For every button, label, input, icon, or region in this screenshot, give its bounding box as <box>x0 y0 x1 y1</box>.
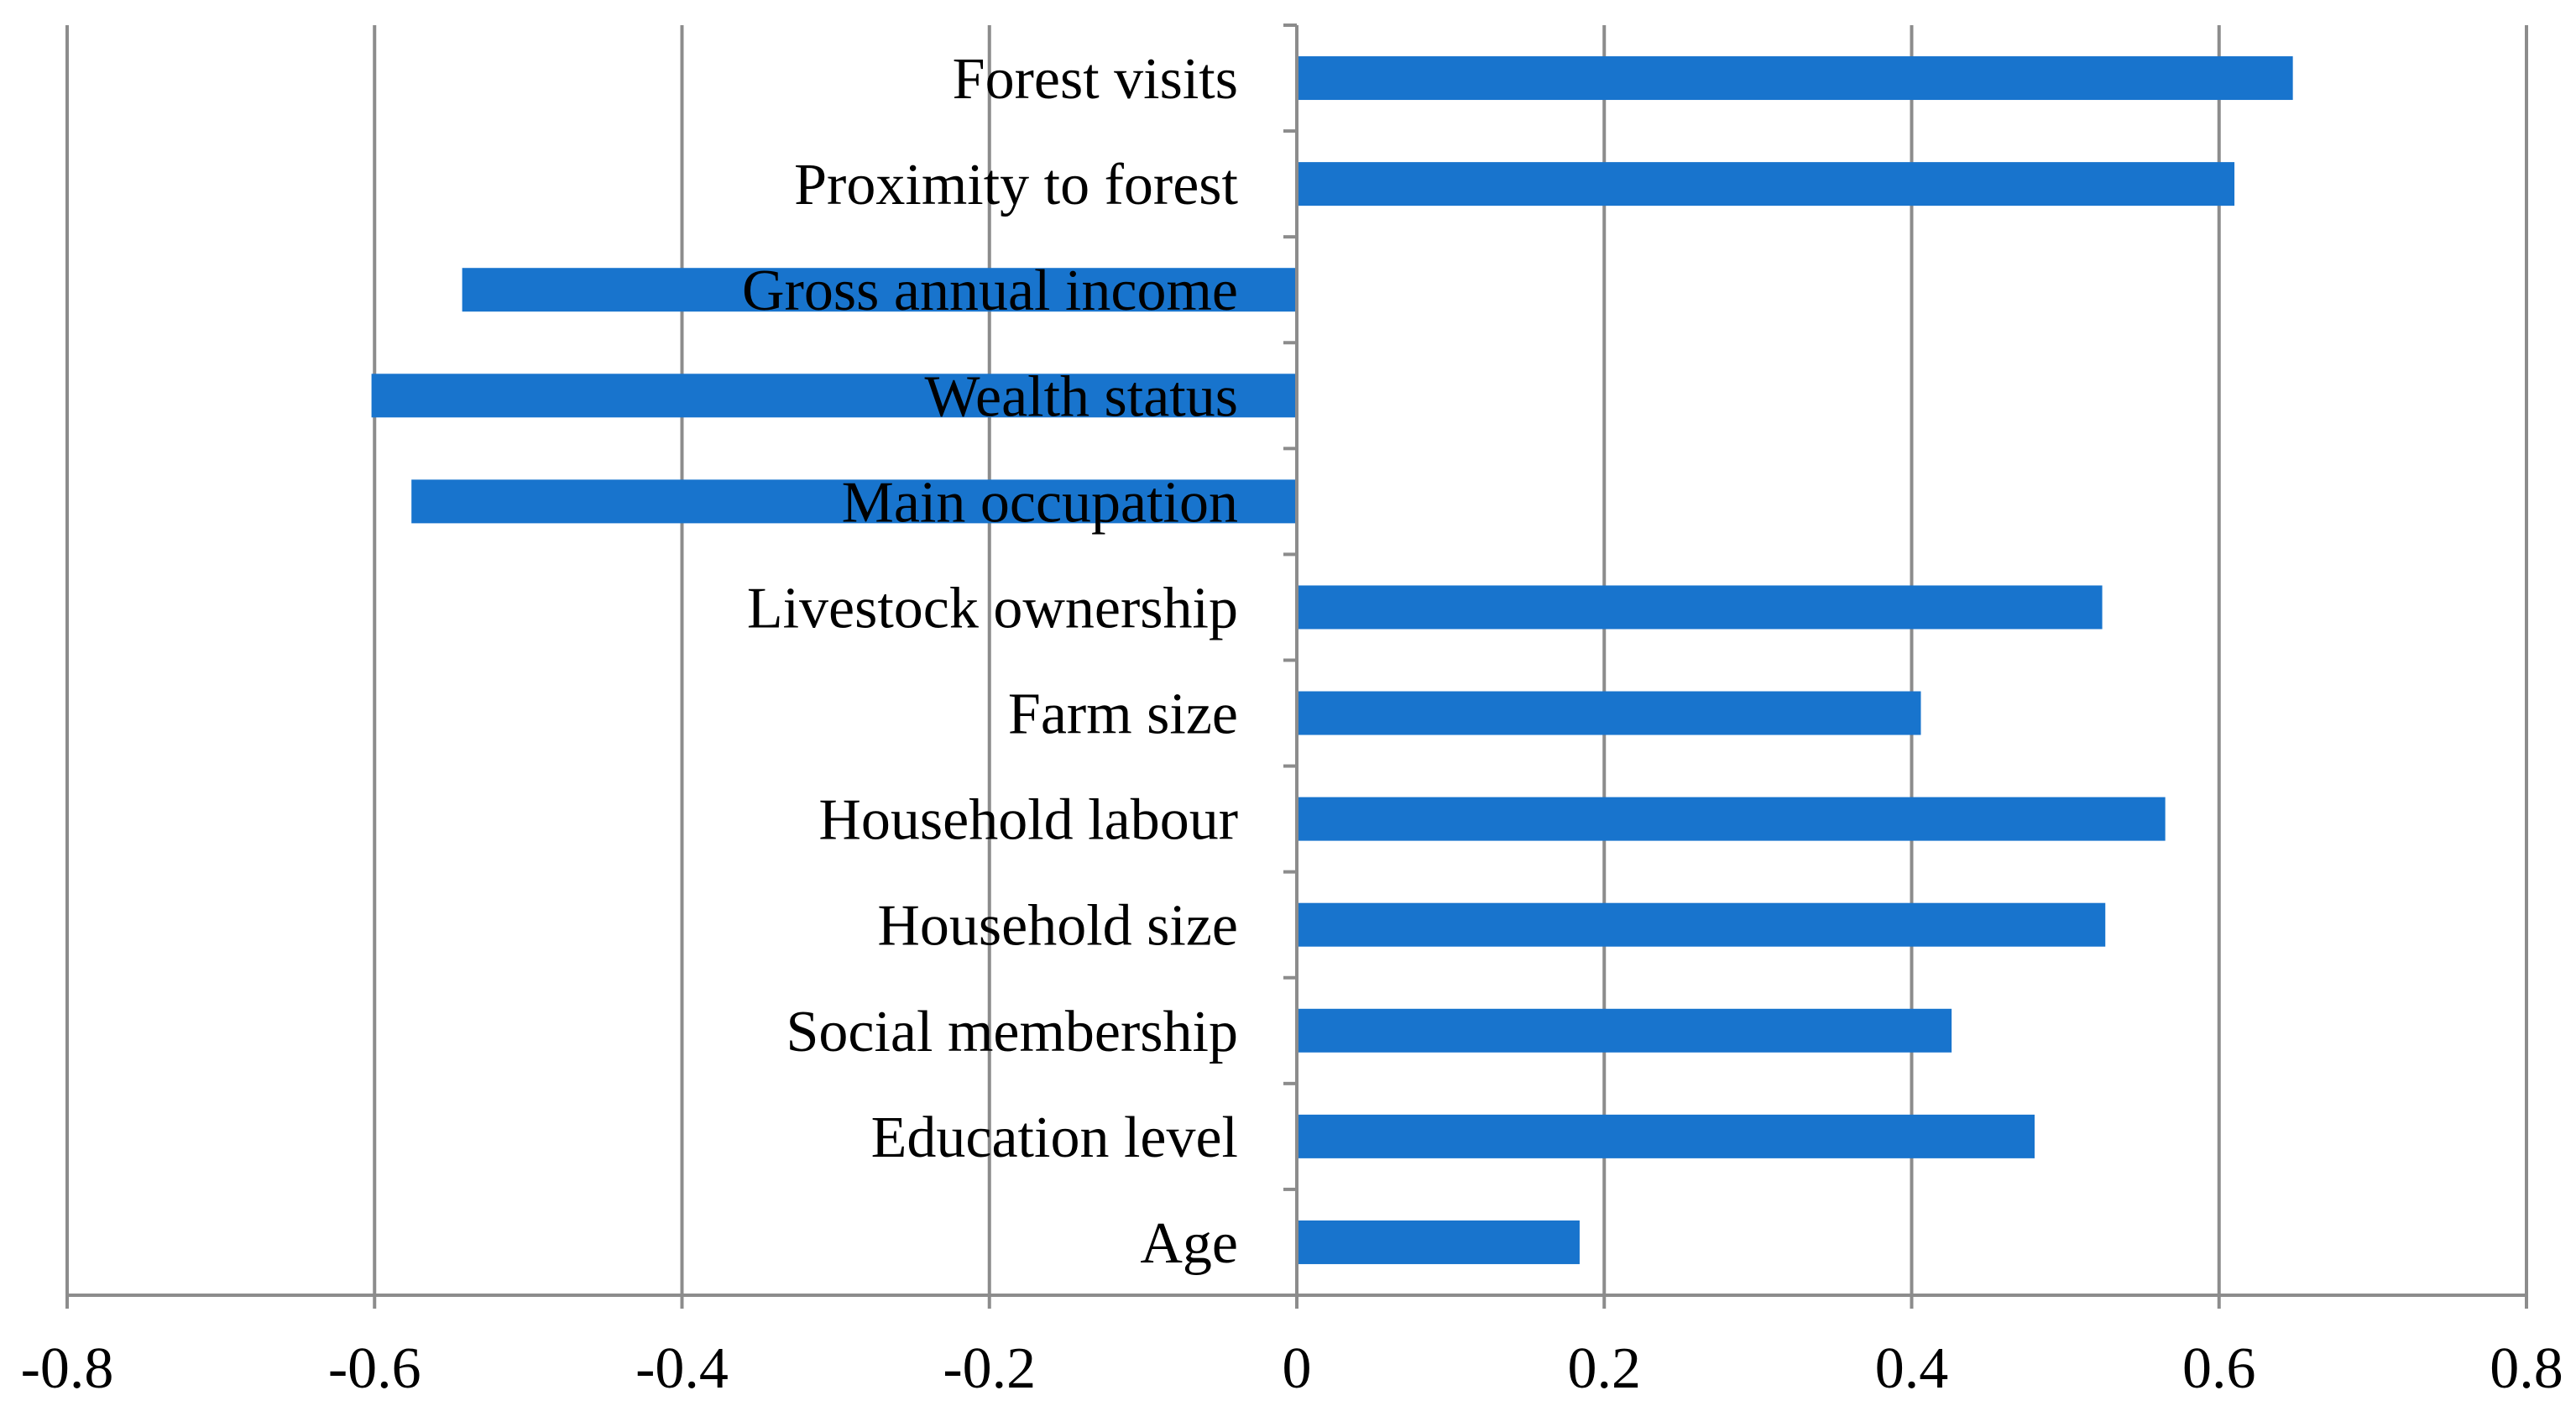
x-tick-label--0.2: -0.2 <box>943 1336 1036 1401</box>
x-tick-label-0: 0 <box>1283 1336 1312 1401</box>
category-label-age: Age <box>1140 1211 1238 1276</box>
category-label-gross-annual-income: Gross annual income <box>742 259 1238 323</box>
bar-proximity-to-forest <box>1297 162 2235 206</box>
category-label-household-labour: Household labour <box>818 788 1238 853</box>
bar-farm-size <box>1297 691 1921 735</box>
category-label-forest-visits: Forest visits <box>953 47 1238 112</box>
bar-education-level <box>1297 1114 2035 1158</box>
axes <box>65 24 2528 1309</box>
category-label-wealth-status: Wealth status <box>925 364 1238 429</box>
category-label-main-occupation: Main occupation <box>842 470 1238 535</box>
category-label-farm-size: Farm size <box>1008 682 1238 747</box>
bars <box>371 56 2293 1264</box>
gridlines <box>65 25 2528 1295</box>
category-label-social-membership: Social membership <box>786 1000 1238 1064</box>
x-tick-label-0.2: 0.2 <box>1568 1336 1642 1401</box>
bar-household-labour <box>1297 797 2166 841</box>
category-label-proximity-to-forest: Proximity to forest <box>794 153 1238 217</box>
category-labels: Forest visits Proximity to forest Gross an… <box>742 47 1239 1276</box>
tick-labels: -0.8 -0.6 -0.4 -0.2 0 0.2 0.4 0.6 0.8 <box>21 1336 2563 1401</box>
bar-livestock-ownership <box>1297 585 2103 630</box>
bar-household-size <box>1297 902 2106 947</box>
x-tick-label-0.8: 0.8 <box>2490 1336 2563 1401</box>
bar-social-membership <box>1297 1008 1952 1053</box>
bar-gross-annual-income <box>462 268 1297 312</box>
category-label-livestock-ownership: Livestock ownership <box>747 576 1238 640</box>
x-tick-label-0.6: 0.6 <box>2182 1336 2256 1401</box>
x-tick-label--0.6: -0.6 <box>328 1336 421 1401</box>
bar-forest-visits <box>1297 56 2293 101</box>
bar-main-occupation <box>411 479 1298 524</box>
bar-age <box>1297 1220 1580 1264</box>
x-tick-label--0.8: -0.8 <box>21 1336 114 1401</box>
category-label-household-size: Household size <box>877 894 1238 959</box>
x-tick-label--0.4: -0.4 <box>635 1336 729 1401</box>
x-tick-label-0.4: 0.4 <box>1875 1336 1949 1401</box>
bar-wealth-status <box>371 374 1297 418</box>
category-label-education-level: Education level <box>871 1106 1238 1170</box>
